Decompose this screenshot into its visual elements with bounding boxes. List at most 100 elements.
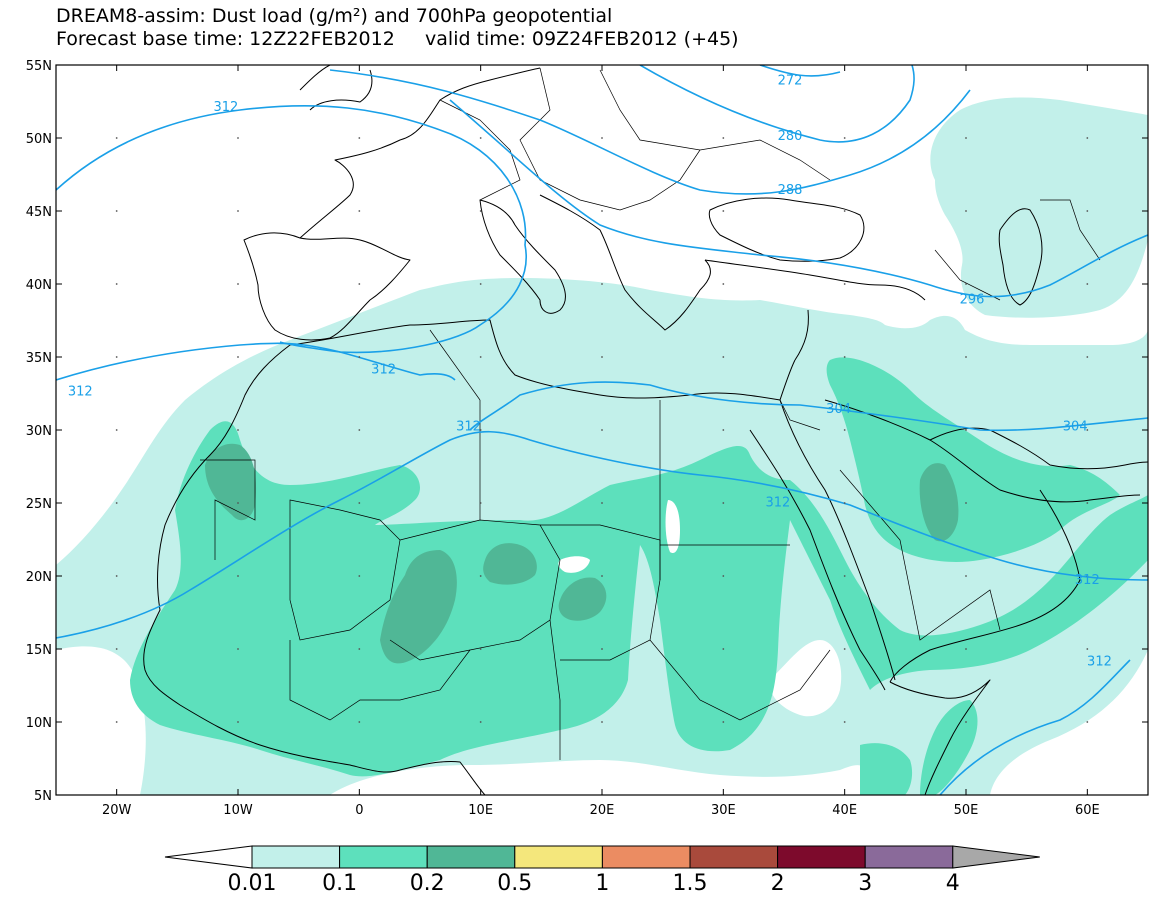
grid-dot — [115, 356, 118, 358]
grid-dot — [843, 721, 846, 723]
grid-dot — [479, 356, 482, 358]
grid-dot — [479, 648, 482, 650]
grid-dot — [358, 502, 361, 504]
lon-tick-label: 60E — [1075, 803, 1100, 818]
lat-tick-label: 50N — [26, 132, 52, 147]
grid-dot — [965, 575, 967, 577]
grid-dot — [479, 283, 482, 285]
grid-dot — [965, 648, 967, 650]
grid-dot — [358, 648, 361, 650]
grid-dot — [358, 210, 361, 212]
contour-label: 288 — [778, 183, 803, 198]
grid-dot — [358, 721, 361, 723]
lat-tick-label: 10N — [26, 716, 52, 731]
grid-dot — [843, 648, 846, 650]
legend-swatch — [339, 845, 428, 869]
grid-dot — [358, 575, 361, 577]
grid-dot — [843, 137, 846, 139]
grid-dot — [843, 210, 846, 212]
contour-label: 304 — [1063, 420, 1088, 435]
grid-dot — [722, 356, 725, 358]
grid-dot — [722, 575, 725, 577]
grid-dot — [479, 210, 482, 212]
grid-dot — [601, 356, 603, 358]
contour-label: 304 — [826, 402, 851, 417]
grid-dot — [601, 429, 603, 431]
legend-label: 0.2 — [410, 871, 445, 896]
contour-label: 272 — [778, 74, 803, 89]
grid-dot — [115, 283, 118, 285]
contour-label: 312 — [68, 385, 93, 400]
grid-dot — [358, 356, 361, 358]
grid-dot — [843, 575, 846, 577]
grid-dot — [115, 502, 118, 504]
grid-dot — [722, 137, 725, 139]
lat-tick-label: 55N — [26, 59, 52, 74]
grid-dot — [237, 648, 239, 650]
legend-label: 0.5 — [497, 871, 532, 896]
map-title-line-1: DREAM8-assim: Dust load (g/m²) and 700hP… — [56, 5, 613, 27]
legend-label: 2 — [771, 871, 785, 896]
grid-dot — [965, 210, 967, 212]
grid-dot — [237, 137, 239, 139]
lat-tick-label: 35N — [26, 351, 52, 366]
legend-swatch — [864, 845, 954, 869]
legend-label: 4 — [946, 871, 960, 896]
lon-tick-label: 0 — [355, 803, 363, 818]
grid-dot — [601, 648, 603, 650]
lat-tick-label: 20N — [26, 570, 52, 585]
grid-dot — [237, 356, 239, 358]
dust-area-dense — [205, 443, 959, 664]
axis-ticks: 55N 50N 45N 40N 35N 30N 25N 20N 15N 10N 5N 20W 10W 0 1… — [26, 59, 1148, 818]
lon-tick-label: 10E — [468, 803, 493, 818]
grid-dot — [965, 721, 967, 723]
lon-tick-label: 10W — [223, 803, 253, 818]
grid-dot — [1086, 356, 1089, 358]
grid-dot — [601, 283, 603, 285]
grid-dot — [1086, 502, 1089, 504]
grid-dot — [601, 721, 603, 723]
lat-tick-label: 15N — [26, 643, 52, 658]
legend-under-arrow — [164, 845, 253, 869]
grid-dot — [722, 721, 725, 723]
legend-label: 1 — [595, 871, 609, 896]
geopotential-contours — [56, 65, 1148, 795]
grid-dot — [843, 283, 846, 285]
contour-label: 296 — [960, 293, 985, 308]
contour-label: 280 — [778, 129, 803, 144]
grid-dot — [601, 210, 603, 212]
grid-dot — [1086, 721, 1089, 723]
legend-label: 0.01 — [228, 871, 277, 896]
grid-dot — [237, 283, 239, 285]
grid-dot — [115, 210, 118, 212]
grid-dot — [115, 137, 118, 139]
grid-dot — [1086, 429, 1089, 431]
grid-dot — [722, 210, 725, 212]
lon-tick-label: 20E — [590, 803, 615, 818]
grid-dot — [722, 283, 725, 285]
grid-dot — [965, 502, 967, 504]
grid-dot — [601, 575, 603, 577]
contour-label: 312 — [213, 100, 238, 115]
lon-tick-label: 20W — [102, 803, 132, 818]
grid-dot — [115, 648, 118, 650]
legend-label: 0.1 — [322, 871, 357, 896]
grid-dot — [479, 575, 482, 577]
grid-dot — [1086, 283, 1089, 285]
contour-label: 312 — [1087, 655, 1112, 670]
legend-swatch — [514, 845, 603, 869]
grid-dot — [1086, 210, 1089, 212]
grid-dot — [237, 721, 239, 723]
contour-label: 312 — [766, 496, 791, 511]
grid-dot — [358, 429, 361, 431]
coastline — [143, 65, 1148, 795]
contour-label: 312 — [371, 363, 396, 378]
lat-tick-label: 30N — [26, 424, 52, 439]
grid-dot — [965, 429, 967, 431]
grid-dot — [722, 429, 725, 431]
contour-labels: 272 280 288 296 304 304 312 312 312 312 312 312 312 — [68, 74, 1112, 670]
legend-swatch — [777, 845, 866, 869]
legend-swatch — [426, 845, 516, 869]
grid-dot — [601, 502, 603, 504]
